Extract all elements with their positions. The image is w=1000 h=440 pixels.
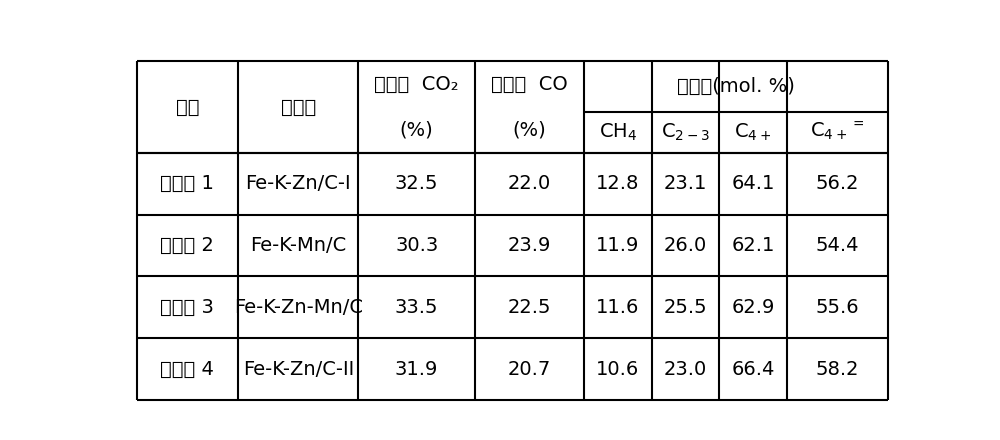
Text: 实施例 1: 实施例 1	[160, 174, 214, 193]
Text: 12.8: 12.8	[596, 174, 639, 193]
Text: 催化剂: 催化剂	[281, 98, 316, 117]
Text: Fe-K-Mn/C: Fe-K-Mn/C	[250, 236, 346, 255]
Text: CH$_4$: CH$_4$	[599, 121, 637, 143]
Text: 66.4: 66.4	[731, 359, 775, 379]
Text: 选择性  CO: 选择性 CO	[491, 75, 568, 94]
Text: 23.0: 23.0	[664, 359, 707, 379]
Text: 30.3: 30.3	[395, 236, 438, 255]
Text: 22.0: 22.0	[508, 174, 551, 193]
Text: 32.5: 32.5	[395, 174, 438, 193]
Text: 58.2: 58.2	[816, 359, 859, 379]
Text: 序号: 序号	[176, 98, 199, 117]
Text: 54.4: 54.4	[816, 236, 859, 255]
Text: Fe-K-Zn-Mn/C: Fe-K-Zn-Mn/C	[234, 298, 363, 317]
Text: 22.5: 22.5	[508, 298, 551, 317]
Text: 23.1: 23.1	[664, 174, 707, 193]
Text: 23.9: 23.9	[508, 236, 551, 255]
Text: C$_{2-3}$: C$_{2-3}$	[661, 121, 710, 143]
Text: Fe-K-Zn/C-II: Fe-K-Zn/C-II	[243, 359, 354, 379]
Text: 33.5: 33.5	[395, 298, 438, 317]
Text: 26.0: 26.0	[664, 236, 707, 255]
Text: 62.9: 62.9	[731, 298, 775, 317]
Text: 62.1: 62.1	[731, 236, 775, 255]
Text: 31.9: 31.9	[395, 359, 438, 379]
Text: 转化率  CO₂: 转化率 CO₂	[374, 75, 459, 94]
Text: 实施例 2: 实施例 2	[160, 236, 214, 255]
Text: 25.5: 25.5	[664, 298, 707, 317]
Text: Fe-K-Zn/C-I: Fe-K-Zn/C-I	[245, 174, 351, 193]
Text: 实施例 4: 实施例 4	[160, 359, 214, 379]
Text: 实施例 3: 实施例 3	[160, 298, 214, 317]
Text: (%): (%)	[513, 121, 546, 140]
Text: 20.7: 20.7	[508, 359, 551, 379]
Text: 11.6: 11.6	[596, 298, 639, 317]
Text: C$_{4+}$: C$_{4+}$	[734, 121, 772, 143]
Text: C$_{4+}$$^=$: C$_{4+}$$^=$	[810, 121, 865, 143]
Text: (%): (%)	[400, 121, 434, 140]
Text: 56.2: 56.2	[816, 174, 859, 193]
Text: 64.1: 64.1	[731, 174, 775, 193]
Text: 10.6: 10.6	[596, 359, 639, 379]
Text: 55.6: 55.6	[816, 298, 859, 317]
Text: 11.9: 11.9	[596, 236, 639, 255]
Text: 烃分布(mol. %): 烃分布(mol. %)	[677, 77, 795, 96]
